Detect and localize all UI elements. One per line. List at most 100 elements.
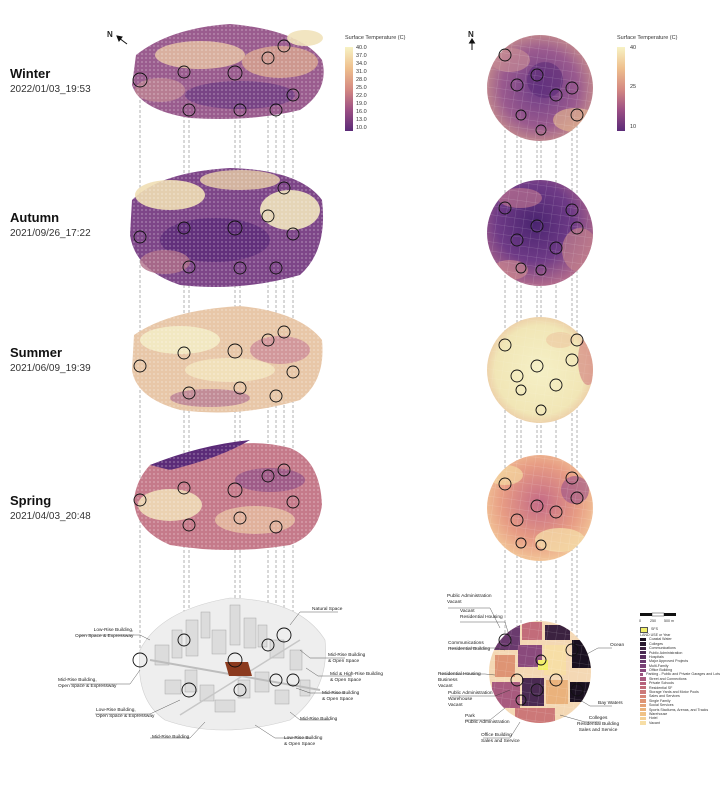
landuse-legend-title: LAND USE or Year (640, 633, 671, 637)
callout-left-3: Mid & High-Rise Building & Open Space (330, 672, 384, 683)
landuse-legend-item: Residential SF (640, 686, 720, 690)
callout-left-7: Mid-Rise Building (300, 717, 338, 722)
landuse-legend-item: Sports Stadiums, Arenas, and Tracks (640, 708, 720, 712)
legend-left-tick: 19.0 (356, 101, 367, 107)
legend-swatch (640, 664, 646, 668)
legend-left-tick: 28.0 (356, 77, 367, 83)
legend-swatch (640, 686, 646, 690)
landuse-legend-item: Hospitals (640, 655, 720, 659)
callout-right-7: Park Public Administration (465, 714, 510, 725)
scale-tick: 0 (639, 619, 641, 623)
legend-label: Residential SF (649, 685, 673, 690)
sample-circles-left (132, 39, 300, 534)
season-date-winter: 2022/01/03_19:53 (10, 84, 91, 95)
callout-right-6: Bay Waters (598, 701, 623, 706)
legend-swatch (640, 708, 646, 712)
legend-swatch (640, 721, 646, 725)
legend-swatch (640, 646, 646, 650)
legend-left-tick: 22.0 (356, 93, 367, 99)
legend-label: Street and Connections (649, 676, 687, 681)
season-date-summer: 2021/06/09_19:39 (10, 363, 91, 374)
legend-swatch (640, 712, 646, 716)
legend-left-tick: 13.0 (356, 117, 367, 123)
landuse-legend-item: Major Approved Projects (640, 659, 720, 663)
legend-swatch (640, 655, 646, 659)
landuse-legend-item: Vacant (640, 721, 720, 725)
legend-label: Private Schools (649, 681, 674, 686)
north-arrow-right-icon (468, 38, 476, 50)
legend-swatch (640, 626, 648, 633)
legend-label: Office Building (649, 668, 673, 673)
legend-label: Sports Stadiums, Arenas, and Tracks (649, 707, 709, 712)
legend-swatch (640, 659, 646, 664)
callout-left-6: Low-Rise Building, Open Space & Expressw… (96, 708, 155, 719)
season-date-autumn: 2021/09/26_17:22 (10, 228, 91, 239)
legend-label: Vacant (649, 720, 660, 725)
legend-swatch (640, 637, 646, 642)
landuse-legend-item: Parking - Public and Private Garages and… (640, 672, 720, 676)
legend-left-tick: 25.0 (356, 85, 367, 91)
landuse-legend-item: Private Schools (640, 681, 720, 685)
sample-circles-right (498, 48, 584, 706)
legend-left-tick: 16.0 (356, 109, 367, 115)
landuse-legend-item: Hotel (640, 716, 720, 720)
legend-swatch (640, 668, 646, 672)
legend-label: Single Family (649, 698, 671, 703)
legend-label: Major Approved Projects (649, 659, 689, 664)
callout-left-1: Low-Rise Building, Open Space & Expressw… (75, 628, 134, 639)
landuse-legend-item: Office Building (640, 668, 720, 672)
landuse-legend-item: Street and Connections (640, 677, 720, 681)
scale-tick: 500 m (664, 619, 674, 623)
legend-label: Hotel (649, 716, 658, 721)
legend-label: Storage Yards and Motor Pools (649, 690, 699, 695)
sample-circles-city (132, 627, 300, 698)
landuse-legend-items: Coastal Water Colleges Communications Publi… (640, 637, 720, 725)
legend-swatch (640, 672, 644, 677)
legend-right-tick: 10 (630, 124, 637, 130)
callout-right-2: Communications Residential Building (448, 641, 491, 652)
legend-right-tick: 25 (630, 84, 637, 90)
landuse-legend-item: Public Administration (640, 650, 720, 655)
north-arrow-left-icon (116, 35, 128, 45)
north-label-left: N (107, 30, 113, 39)
landuse-legend-item: Coastal Water (640, 637, 720, 641)
legend-swatch (640, 681, 646, 686)
spring-map-right (487, 455, 593, 561)
landuse-legend-item: Multi-Family (640, 664, 720, 668)
landuse-legend-item: Warehouse (640, 712, 720, 716)
legend-swatch (640, 694, 646, 699)
legend-swatch (640, 642, 646, 646)
season-title-winter: Winter (10, 66, 51, 81)
leader-lines-right (440, 607, 612, 739)
legend-swatch (640, 677, 646, 681)
landuse-legend-item: Social Services (640, 703, 720, 707)
legend-swatch (640, 703, 646, 708)
legend-label: Hospitals (649, 654, 664, 659)
callout-left-8: Mid-Rise Building (152, 735, 190, 740)
spring-heat-layer (134, 440, 322, 550)
legend-swatch (640, 716, 646, 721)
temperature-colorbar-right (617, 47, 625, 131)
autumn-heat-layer (130, 168, 324, 288)
landuse-legend-item: Single Family (640, 699, 720, 703)
legend-label: Parking - Public and Private Garages and… (646, 672, 720, 677)
autumn-map-right (487, 180, 593, 286)
legend-swatch (640, 690, 646, 694)
landuse-legend-item: Sales and Services (640, 694, 720, 698)
landuse-legend-item: Colleges (640, 642, 720, 646)
callout-left-9: Low-Rise Building & Open Space (284, 736, 323, 747)
landuse-legend-item: Storage Yards and Motor Pools (640, 690, 720, 694)
callout-right-9: Office Building Sales and Service (481, 733, 520, 744)
legend-right-tick: 40 (630, 45, 637, 51)
legend-label: Colleges (649, 641, 663, 646)
legend-left-title: Surface Temperature (C) (345, 35, 406, 41)
legend-label: Multi-Family (649, 663, 669, 668)
legend-label: Sales and Services (649, 694, 680, 699)
landuse-legend-item: Communications (640, 646, 720, 650)
legend-label: Public Administration (649, 650, 683, 655)
legend-left-tick: 10.0 (356, 125, 367, 131)
temperature-colorbar-left (345, 47, 353, 131)
callout-natural-space: Natural Space (312, 607, 343, 612)
legend-right-title: Surface Temperature (C) (617, 35, 678, 41)
